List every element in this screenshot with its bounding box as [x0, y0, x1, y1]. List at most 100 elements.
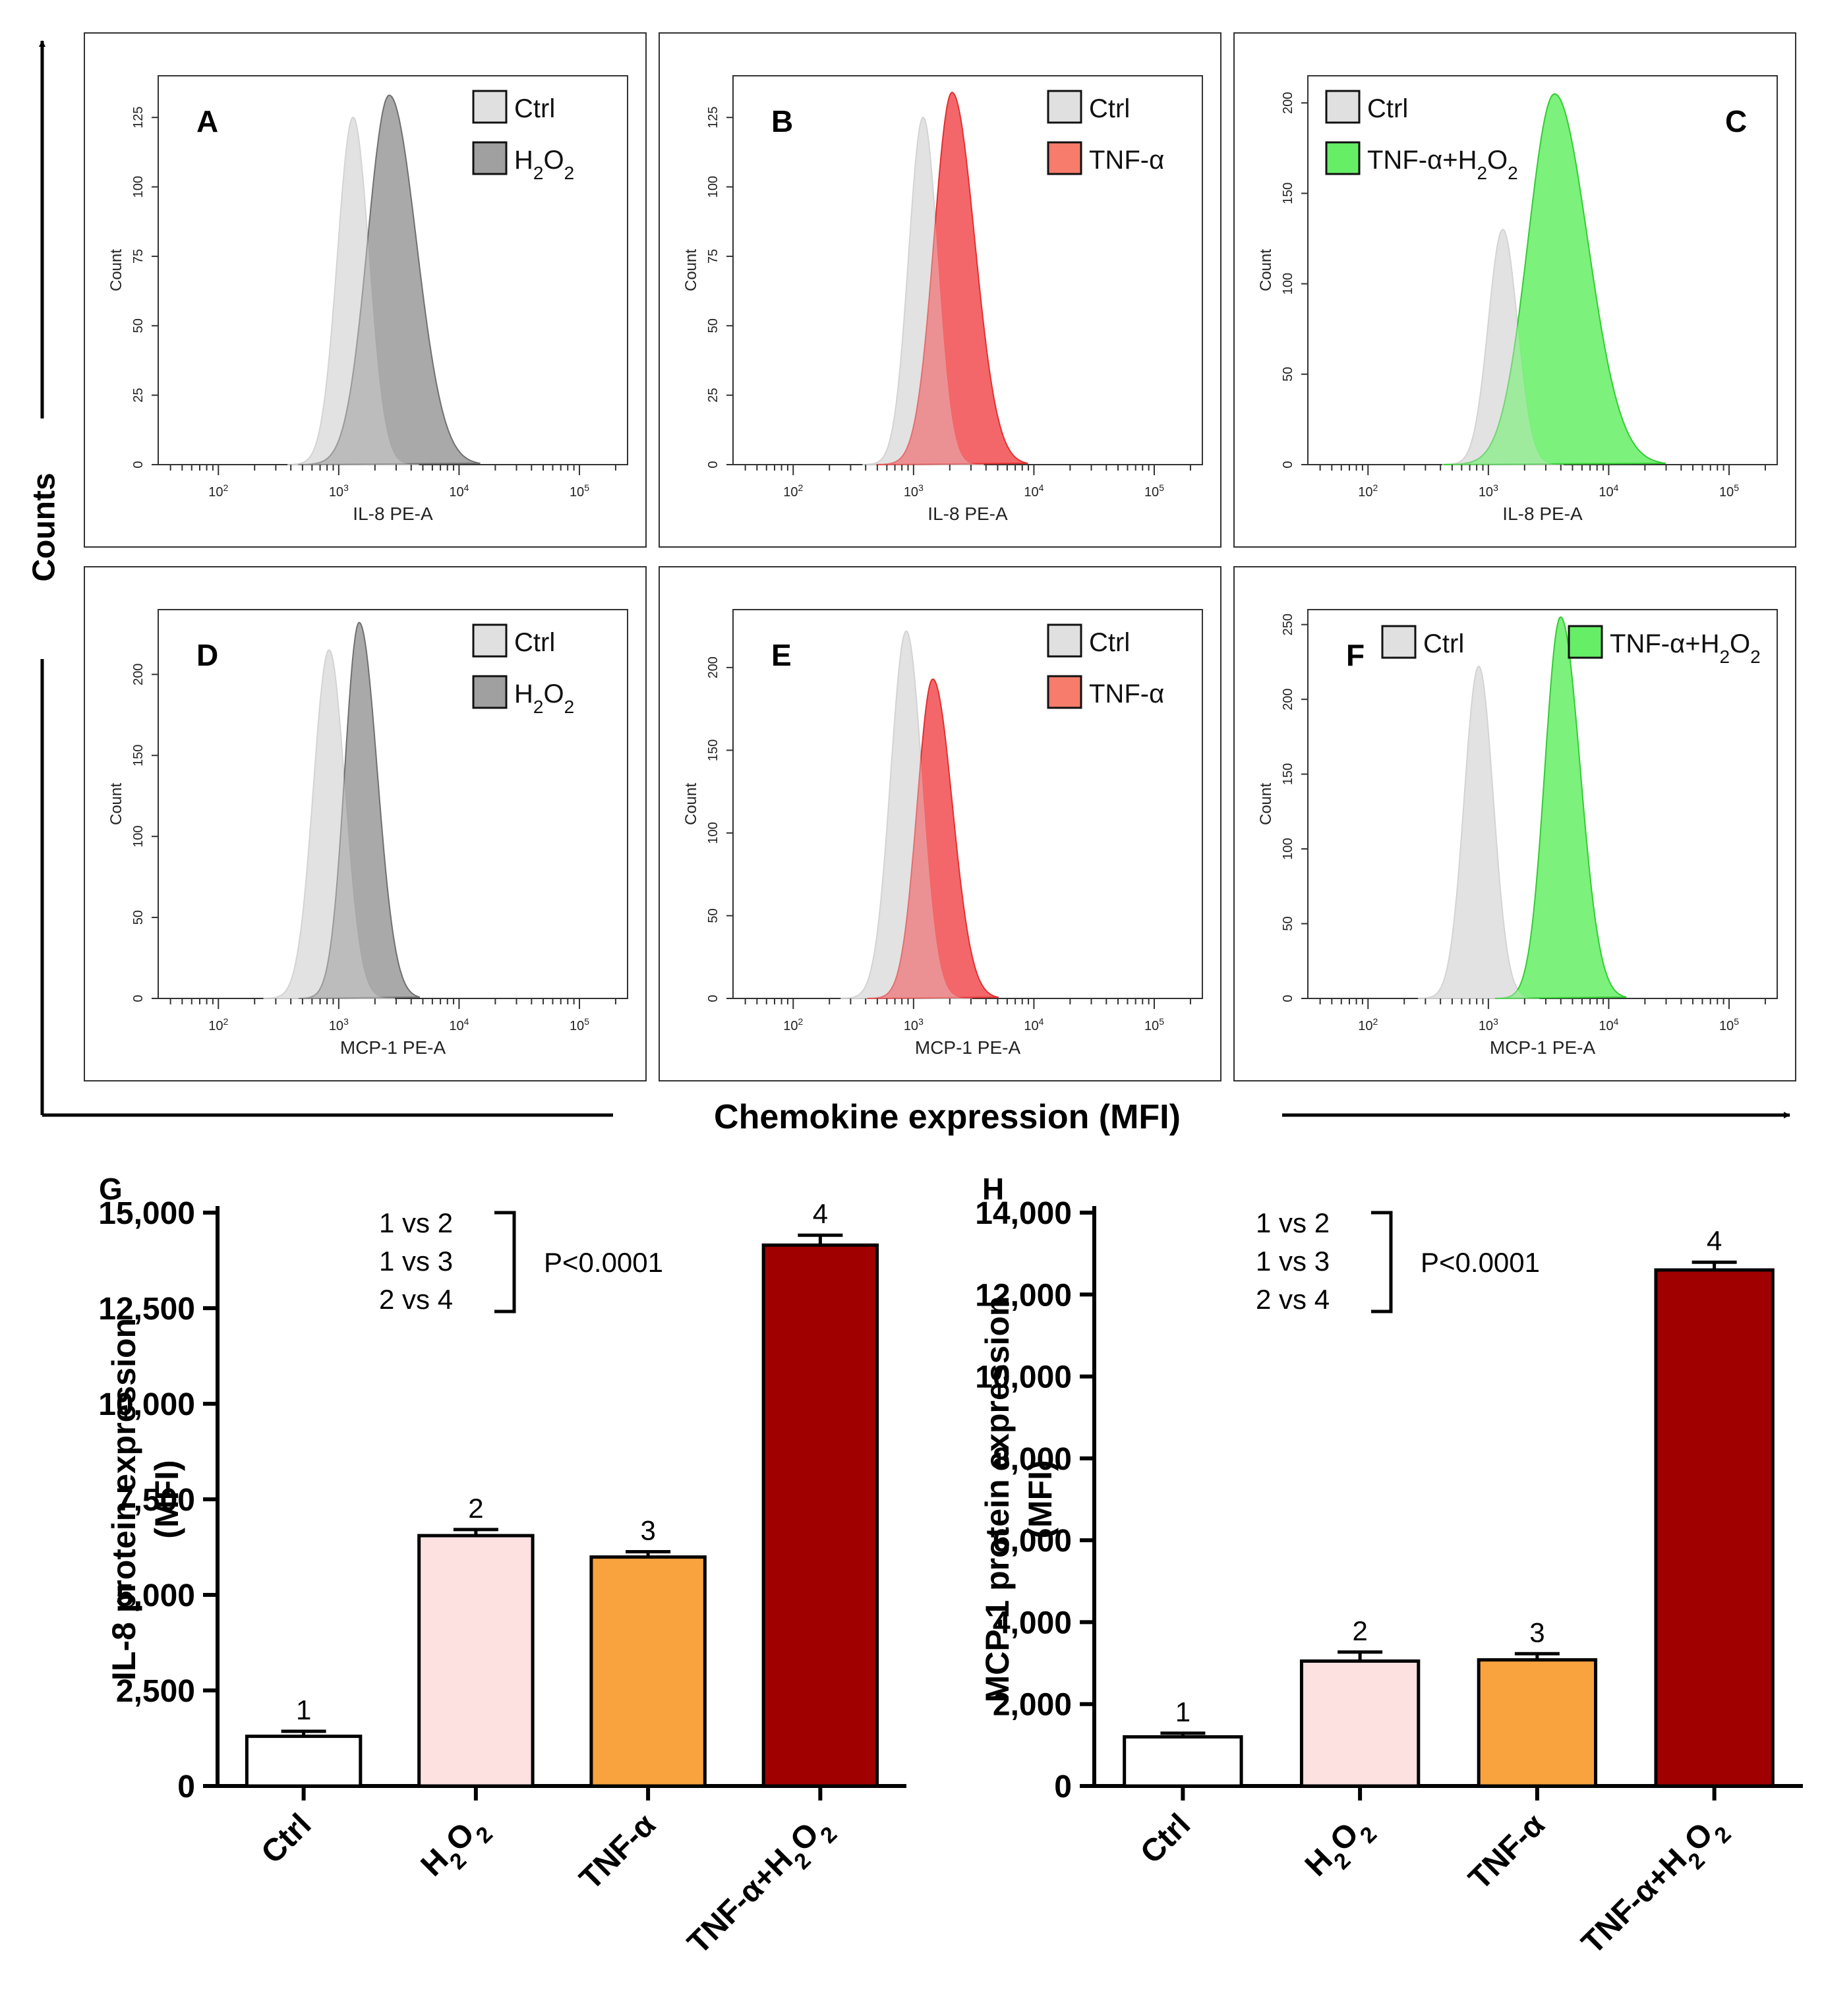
y-tick-label: 100: [706, 822, 721, 844]
bar-chart-panels: G 0 2,500 5,000 7,500 10,000 12,500 15,000 IL-8 …: [98, 1172, 1803, 1969]
panel-letter: H: [982, 1172, 1004, 1206]
chem-letter: H: [759, 1842, 800, 1883]
bar-chart-h: H 0 2,000 4,000 6,000 8,000 10,000 12,000 14,000…: [975, 1172, 1803, 1969]
subscript: 2: [1508, 163, 1518, 183]
y-tick-label: 50: [131, 318, 146, 333]
chem-letter: O: [543, 679, 564, 708]
x-tick-exponent: 4: [464, 482, 469, 493]
y-tick-label: 0: [1054, 1770, 1072, 1804]
control-overlay: [287, 117, 419, 465]
x-axis-label: MCP-1 PE-A: [1490, 1037, 1596, 1058]
chem-letter: H: [1701, 629, 1720, 658]
legend-swatch: [472, 90, 508, 124]
panel-letter: B: [771, 104, 793, 138]
x-tick-exponent: 5: [1734, 1016, 1739, 1027]
p-value-label: P<0.0001: [1421, 1247, 1540, 1278]
subscript: 2: [564, 163, 575, 183]
legend-label: H2O2: [514, 679, 574, 717]
x-tick-exponent: 2: [798, 1016, 804, 1027]
y-tick-label: 25: [131, 388, 146, 403]
legend-swatch: [1568, 625, 1603, 659]
count-axis-label: Count: [107, 249, 125, 291]
chem-letter: H: [514, 679, 533, 708]
legend-label: Ctrl: [1367, 94, 1408, 123]
chem-letter: O: [1324, 1816, 1366, 1858]
y-tick-label: 12,000: [975, 1278, 1072, 1313]
comparison-label: 1 vs 2: [1256, 1207, 1330, 1238]
x-tick-exponent: 2: [1373, 1016, 1378, 1027]
x-category-label: TNF-α: [573, 1807, 662, 1897]
x-category-label: H2O2: [414, 1807, 497, 1890]
y-tick-label: 250: [1281, 614, 1295, 635]
subscript: 2: [1719, 647, 1730, 667]
y-tick-label: 10,000: [98, 1387, 195, 1422]
x-category-label: Ctrl: [1134, 1807, 1197, 1870]
x-axis-label: IL-8 PE-A: [927, 504, 1008, 524]
legend-label: Ctrl: [514, 94, 555, 123]
y-tick-label: 50: [706, 318, 721, 333]
legend-swatch: [472, 623, 508, 658]
subscript: 2: [533, 697, 544, 717]
x-category-label: H2O2: [1299, 1807, 1382, 1890]
p-value-label: P<0.0001: [544, 1247, 663, 1278]
chem-letter: H: [1299, 1842, 1339, 1883]
y-tick-label: 0: [706, 461, 721, 468]
x-tick-exponent: 3: [1493, 482, 1498, 493]
x-category-label: TNF-α+H2O2: [681, 1807, 842, 1968]
legend-swatch: [1047, 623, 1082, 658]
subscript: 2: [533, 163, 544, 183]
subscript: 2: [1477, 163, 1487, 183]
x-tick-exponent: 2: [223, 482, 229, 493]
panel-letter: D: [196, 638, 218, 672]
y-tick-label: 200: [131, 664, 146, 685]
legend-label: Ctrl: [1423, 629, 1464, 658]
chem-letter: H: [1458, 146, 1477, 175]
subscript: 2: [564, 697, 575, 717]
y-axis-title-line1: MCP-1 protein expression: [979, 1296, 1016, 1703]
x-tick-exponent: 4: [1614, 482, 1619, 493]
chem-letter: H: [514, 146, 533, 175]
count-axis-label: Count: [1257, 783, 1275, 825]
y-tick-label: 2,500: [116, 1674, 195, 1709]
treatment-histogram: [1443, 93, 1666, 465]
x-tick-exponent: 5: [584, 1016, 589, 1027]
y-tick-label: 150: [1281, 183, 1295, 204]
control-overlay: [1418, 666, 1540, 998]
bar-number-label: 4: [813, 1198, 828, 1229]
legend-swatch: [472, 141, 508, 175]
chem-letter: O: [784, 1816, 826, 1858]
y-tick-label: 8,000: [993, 1442, 1072, 1477]
y-tick-label: 0: [1281, 461, 1295, 468]
y-axis-title-line1: IL-8 protein expression: [105, 1318, 142, 1681]
y-tick-label: 125: [706, 107, 721, 129]
y-axis-title-line2: (MFI): [148, 1460, 185, 1538]
y-tick-label: 150: [706, 739, 721, 761]
chem-letter: O: [1487, 146, 1508, 175]
x-tick-exponent: 3: [343, 482, 349, 493]
legend-label: TNF-α: [1089, 679, 1164, 708]
x-tick-exponent: 3: [918, 482, 924, 493]
y-tick-label: 100: [131, 176, 146, 198]
y-tick-label: 75: [131, 249, 146, 264]
treatment-histogram: [876, 92, 1028, 465]
x-tick-exponent: 3: [343, 1016, 349, 1027]
x-category-label: Ctrl: [254, 1807, 318, 1870]
bar-number-label: 4: [1707, 1225, 1722, 1256]
bar-3: [589, 1555, 707, 1788]
bar-3: [1477, 1658, 1598, 1788]
x-tick-exponent: 4: [1039, 482, 1044, 493]
y-tick-label: 50: [706, 908, 721, 923]
bar-number-label: 3: [1529, 1617, 1545, 1648]
x-tick-exponent: 5: [1734, 482, 1739, 493]
count-axis-label: Count: [1257, 249, 1275, 291]
x-tick-exponent: 3: [1493, 1016, 1498, 1027]
bar-2: [417, 1534, 535, 1788]
legend-label: Ctrl: [514, 628, 555, 657]
y-tick-label: 25: [706, 388, 721, 403]
chem-letter: O: [439, 1816, 481, 1858]
y-tick-label: 100: [1281, 273, 1295, 295]
